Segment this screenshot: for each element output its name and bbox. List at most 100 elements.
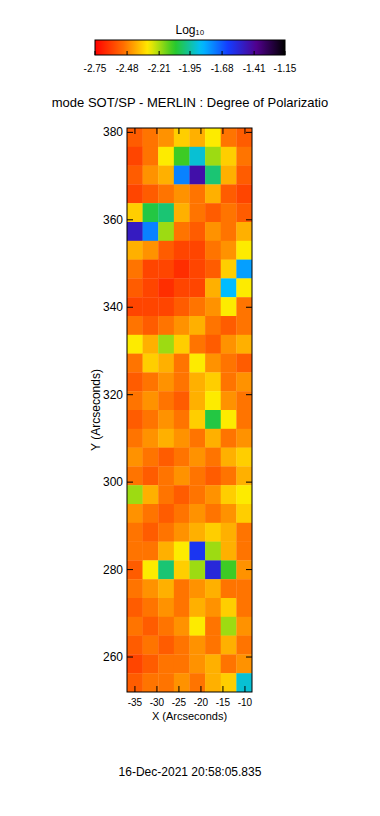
cell xyxy=(205,128,221,147)
cell xyxy=(158,278,174,297)
cell xyxy=(205,504,221,523)
cell xyxy=(236,542,252,561)
cell xyxy=(236,673,252,692)
cell xyxy=(189,147,205,166)
cell xyxy=(127,335,143,354)
colorbar-tick xyxy=(127,51,128,55)
cell xyxy=(221,429,237,448)
cell xyxy=(127,542,143,561)
cell xyxy=(143,335,159,354)
y-tick-label: 340 xyxy=(103,300,123,314)
cell xyxy=(127,184,143,203)
x-tick xyxy=(244,686,245,692)
y-tick-label: 300 xyxy=(103,475,123,489)
y-tick-right xyxy=(246,394,252,395)
cell xyxy=(143,560,159,579)
cell xyxy=(174,260,190,279)
cell xyxy=(143,184,159,203)
cell xyxy=(158,184,174,203)
cell xyxy=(189,542,205,561)
cell xyxy=(189,617,205,636)
cell xyxy=(221,184,237,203)
cell xyxy=(221,354,237,373)
y-tick xyxy=(127,219,133,220)
cell xyxy=(205,523,221,542)
x-tick-label: -15 xyxy=(216,697,231,708)
cell xyxy=(205,372,221,391)
cell xyxy=(127,372,143,391)
cell xyxy=(236,654,252,673)
cell xyxy=(143,316,159,335)
cell xyxy=(127,354,143,373)
y-tick xyxy=(127,482,133,483)
cell xyxy=(236,410,252,429)
cell xyxy=(236,579,252,598)
cell xyxy=(189,485,205,504)
cell xyxy=(174,504,190,523)
cell xyxy=(143,673,159,692)
x-tick xyxy=(178,686,179,692)
cell xyxy=(236,504,252,523)
cell xyxy=(205,560,221,579)
cell xyxy=(221,372,237,391)
cell xyxy=(221,222,237,241)
cell xyxy=(143,523,159,542)
colorbar-tick xyxy=(159,51,160,55)
cell xyxy=(236,297,252,316)
cell xyxy=(236,636,252,655)
cell xyxy=(221,636,237,655)
cell xyxy=(221,410,237,429)
cell xyxy=(127,579,143,598)
cell xyxy=(189,128,205,147)
colorbar-tick xyxy=(95,51,96,55)
y-tick-right xyxy=(246,657,252,658)
y-axis-label: Y (Arcseconds) xyxy=(89,369,103,451)
x-tick-top xyxy=(156,128,157,134)
cell xyxy=(221,147,237,166)
plot-frame xyxy=(127,128,252,692)
cell xyxy=(127,485,143,504)
cell xyxy=(158,372,174,391)
y-tick-label: 260 xyxy=(103,650,123,664)
cell xyxy=(174,354,190,373)
cell xyxy=(189,241,205,260)
cell xyxy=(205,166,221,185)
cell xyxy=(127,166,143,185)
cell xyxy=(143,278,159,297)
cell xyxy=(189,391,205,410)
cell xyxy=(236,316,252,335)
cell xyxy=(174,391,190,410)
cell xyxy=(174,372,190,391)
cell xyxy=(221,203,237,222)
cell xyxy=(174,598,190,617)
colorbar-tick-label: -1.41 xyxy=(243,63,266,74)
colorbar-tick xyxy=(285,51,286,55)
cell xyxy=(158,203,174,222)
cell xyxy=(221,542,237,561)
cell xyxy=(127,673,143,692)
cell xyxy=(143,448,159,467)
cell xyxy=(189,598,205,617)
x-tick xyxy=(222,686,223,692)
cell xyxy=(189,466,205,485)
y-tick xyxy=(127,132,133,133)
cell xyxy=(221,335,237,354)
cell xyxy=(174,673,190,692)
cell xyxy=(189,673,205,692)
cell xyxy=(221,278,237,297)
cell xyxy=(127,429,143,448)
cell xyxy=(143,166,159,185)
cell xyxy=(205,260,221,279)
cell xyxy=(174,335,190,354)
cell xyxy=(205,410,221,429)
colorbar xyxy=(95,40,285,55)
cell xyxy=(158,354,174,373)
cell xyxy=(205,354,221,373)
cell xyxy=(189,316,205,335)
cell xyxy=(127,222,143,241)
cell xyxy=(221,297,237,316)
cell xyxy=(143,654,159,673)
cell xyxy=(174,448,190,467)
y-tick-right xyxy=(246,307,252,308)
cell xyxy=(174,297,190,316)
